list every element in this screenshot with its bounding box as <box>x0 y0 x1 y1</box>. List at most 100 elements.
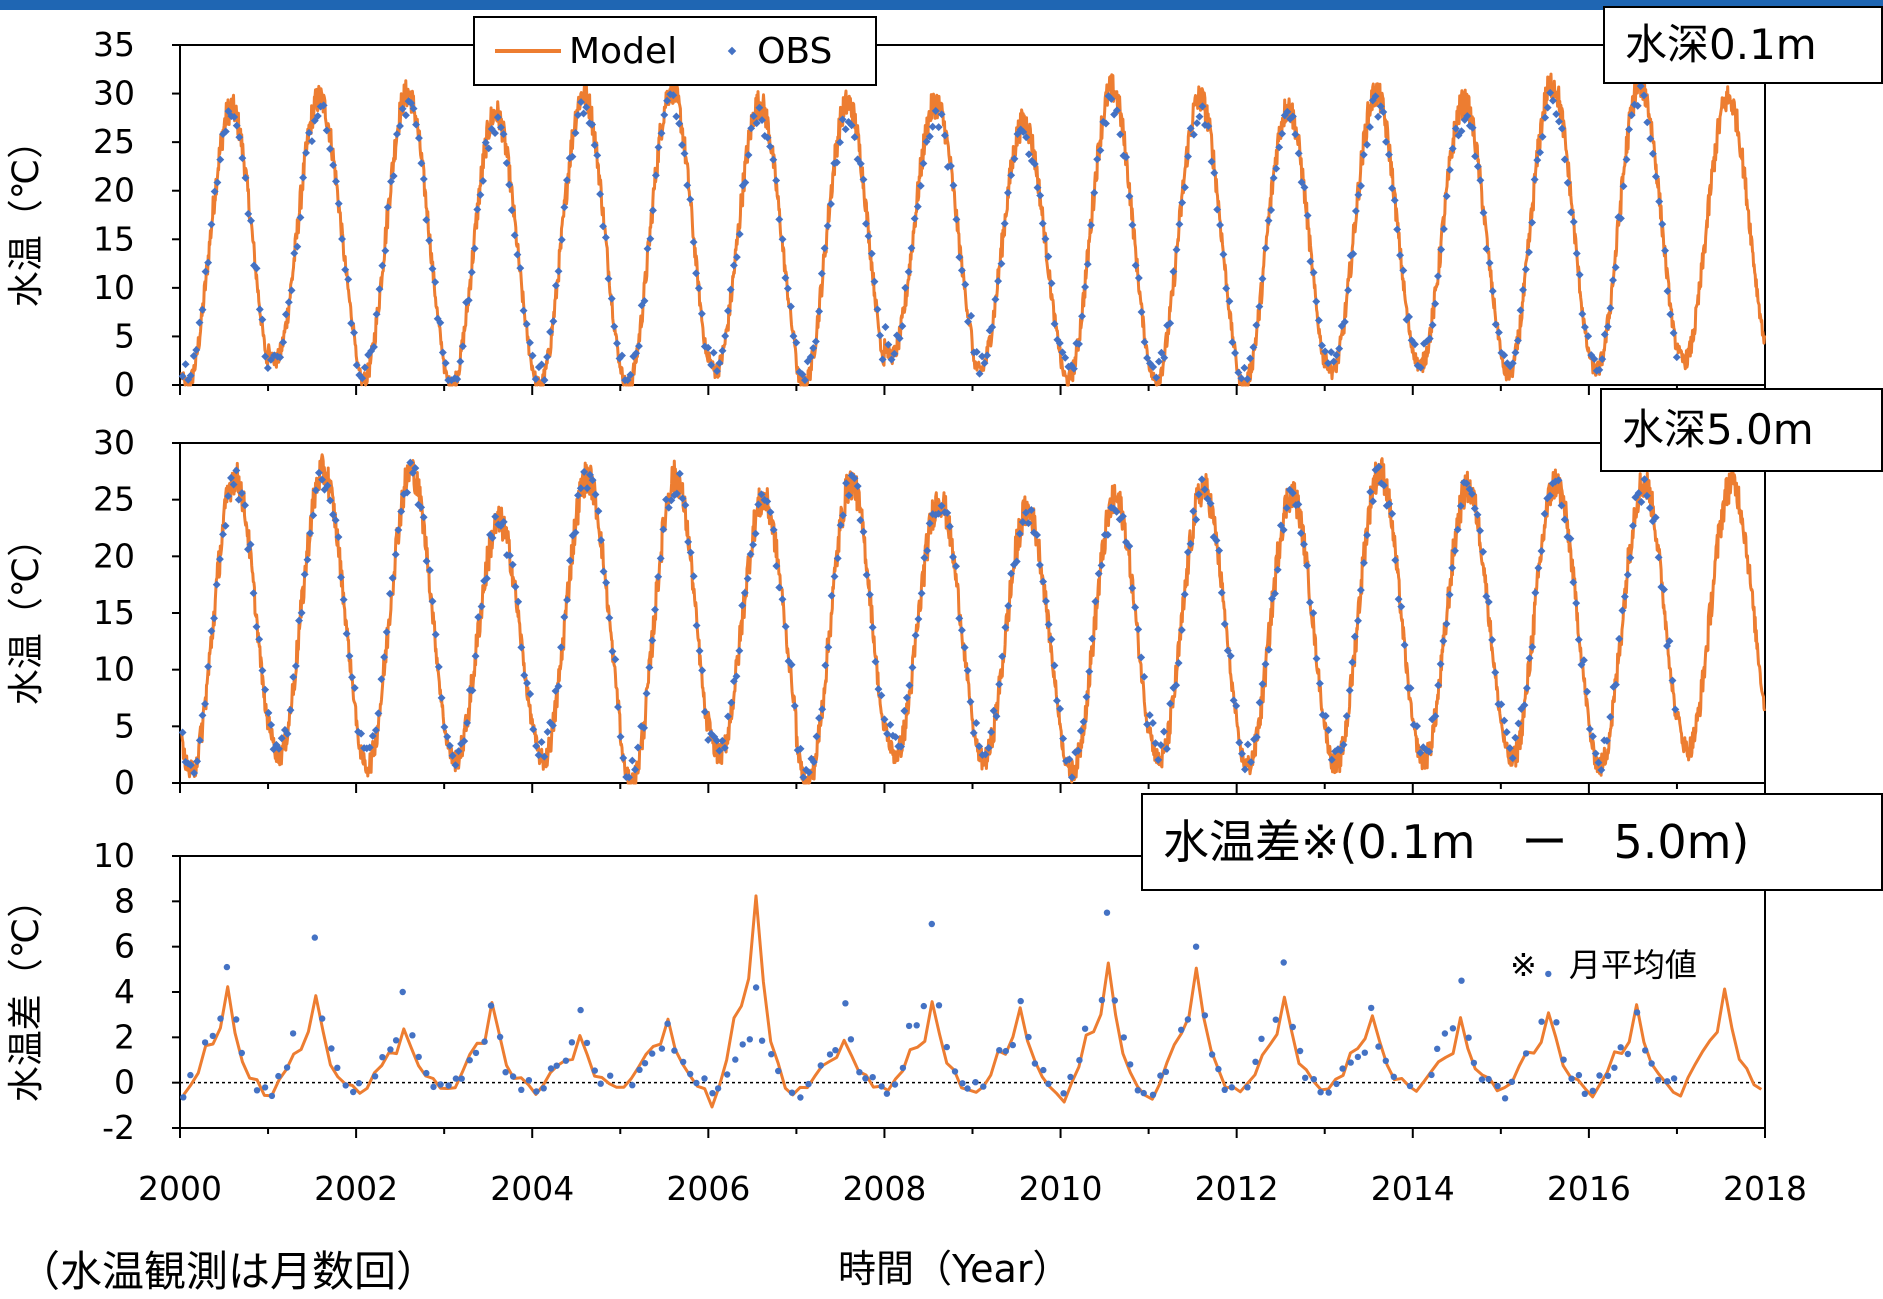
obs-point <box>415 1053 422 1061</box>
obs-point <box>1478 1076 1486 1083</box>
obs-point <box>1622 155 1631 164</box>
obs-point <box>718 736 727 745</box>
obs-point <box>1349 249 1358 258</box>
y-axis-label: 水温差（℃） <box>6 882 47 1102</box>
obs-point <box>969 728 978 737</box>
obs-point <box>1289 1023 1297 1031</box>
obs-point <box>1442 619 1451 628</box>
obs-point <box>1162 1068 1170 1076</box>
obs-point <box>832 1047 839 1054</box>
obs-point <box>1036 191 1045 200</box>
obs-point <box>643 244 652 253</box>
obs-point <box>1354 1053 1362 1061</box>
obs-point <box>479 176 488 185</box>
obs-point <box>1665 637 1674 646</box>
obs-point <box>1081 1025 1089 1032</box>
obs-point <box>1655 197 1664 206</box>
obs-point <box>943 508 952 517</box>
obs-point <box>669 91 678 100</box>
obs-point <box>821 661 830 670</box>
obs-point <box>1231 349 1240 357</box>
obs-point <box>876 331 885 340</box>
obs-point <box>1157 1072 1164 1079</box>
x-tick-label: 2016 <box>1547 1169 1631 1208</box>
obs-point <box>724 712 732 721</box>
obs-point <box>1434 1045 1441 1053</box>
obs-point <box>422 557 431 566</box>
obs-point <box>291 662 300 671</box>
obs-point <box>1252 1058 1259 1066</box>
obs-point <box>557 643 565 652</box>
obs-point <box>1140 672 1149 681</box>
obs-point <box>726 285 735 294</box>
obs-point <box>891 733 900 741</box>
obs-point <box>522 320 531 329</box>
obs-point <box>1215 1065 1222 1073</box>
obs-point <box>470 244 479 253</box>
obs-point <box>303 555 312 564</box>
obs-point <box>534 751 543 760</box>
obs-point <box>1625 125 1633 134</box>
obs-point <box>496 1033 504 1041</box>
obs-point <box>1534 564 1543 572</box>
obs-point <box>824 643 833 652</box>
obs-point <box>1521 265 1530 274</box>
obs-point <box>1055 339 1064 348</box>
obs-point <box>732 1056 739 1063</box>
obs-point <box>348 673 357 682</box>
obs-point <box>910 214 919 223</box>
obs-point <box>1111 997 1119 1004</box>
obs-point <box>1180 590 1189 599</box>
obs-point <box>178 728 187 737</box>
obs-point <box>322 126 331 135</box>
obs-point <box>694 284 703 293</box>
obs-point <box>1672 353 1681 362</box>
obs-point <box>579 109 588 118</box>
obs-point <box>1044 620 1053 629</box>
obs-point <box>434 662 443 671</box>
obs-point <box>695 646 704 655</box>
obs-point <box>430 1083 437 1091</box>
obs-point <box>443 732 452 741</box>
obs-point <box>481 1038 488 1045</box>
obs-point <box>830 572 839 581</box>
obs-point <box>1356 586 1365 595</box>
y-tick-label: 15 <box>93 219 135 258</box>
obs-point <box>805 1080 812 1088</box>
obs-point <box>1648 1060 1655 1067</box>
obs-point <box>210 187 219 196</box>
obs-point <box>1317 1089 1324 1096</box>
obs-point <box>1216 221 1225 229</box>
obs-point <box>724 306 732 315</box>
obs-point <box>839 511 847 520</box>
obs-point <box>244 209 253 218</box>
obs-point <box>1215 546 1224 555</box>
obs-point <box>233 1016 240 1023</box>
obs-point <box>1140 1089 1147 1097</box>
obs-point <box>607 294 616 303</box>
obs-point <box>1533 156 1542 165</box>
obs-point <box>412 120 421 129</box>
obs-point <box>210 614 219 623</box>
obs-point <box>319 1015 326 1022</box>
obs-point <box>1473 510 1482 519</box>
obs-point <box>207 220 216 229</box>
obs-point <box>826 1051 834 1058</box>
obs-point <box>1491 668 1500 677</box>
obs-point <box>471 652 480 661</box>
obs-point <box>1212 536 1221 545</box>
obs-point <box>252 264 261 273</box>
obs-point <box>1098 996 1106 1004</box>
obs-point <box>1004 188 1012 197</box>
obs-point <box>261 352 270 361</box>
obs-point <box>832 158 841 167</box>
obs-point <box>789 332 798 341</box>
obs-point <box>1416 363 1425 372</box>
obs-point <box>1560 1056 1567 1063</box>
obs-point <box>1088 634 1097 643</box>
obs-point <box>195 318 204 327</box>
obs-point <box>1619 182 1628 191</box>
obs-point <box>1300 540 1308 549</box>
obs-point <box>1310 1076 1318 1083</box>
obs-point <box>334 1064 341 1072</box>
